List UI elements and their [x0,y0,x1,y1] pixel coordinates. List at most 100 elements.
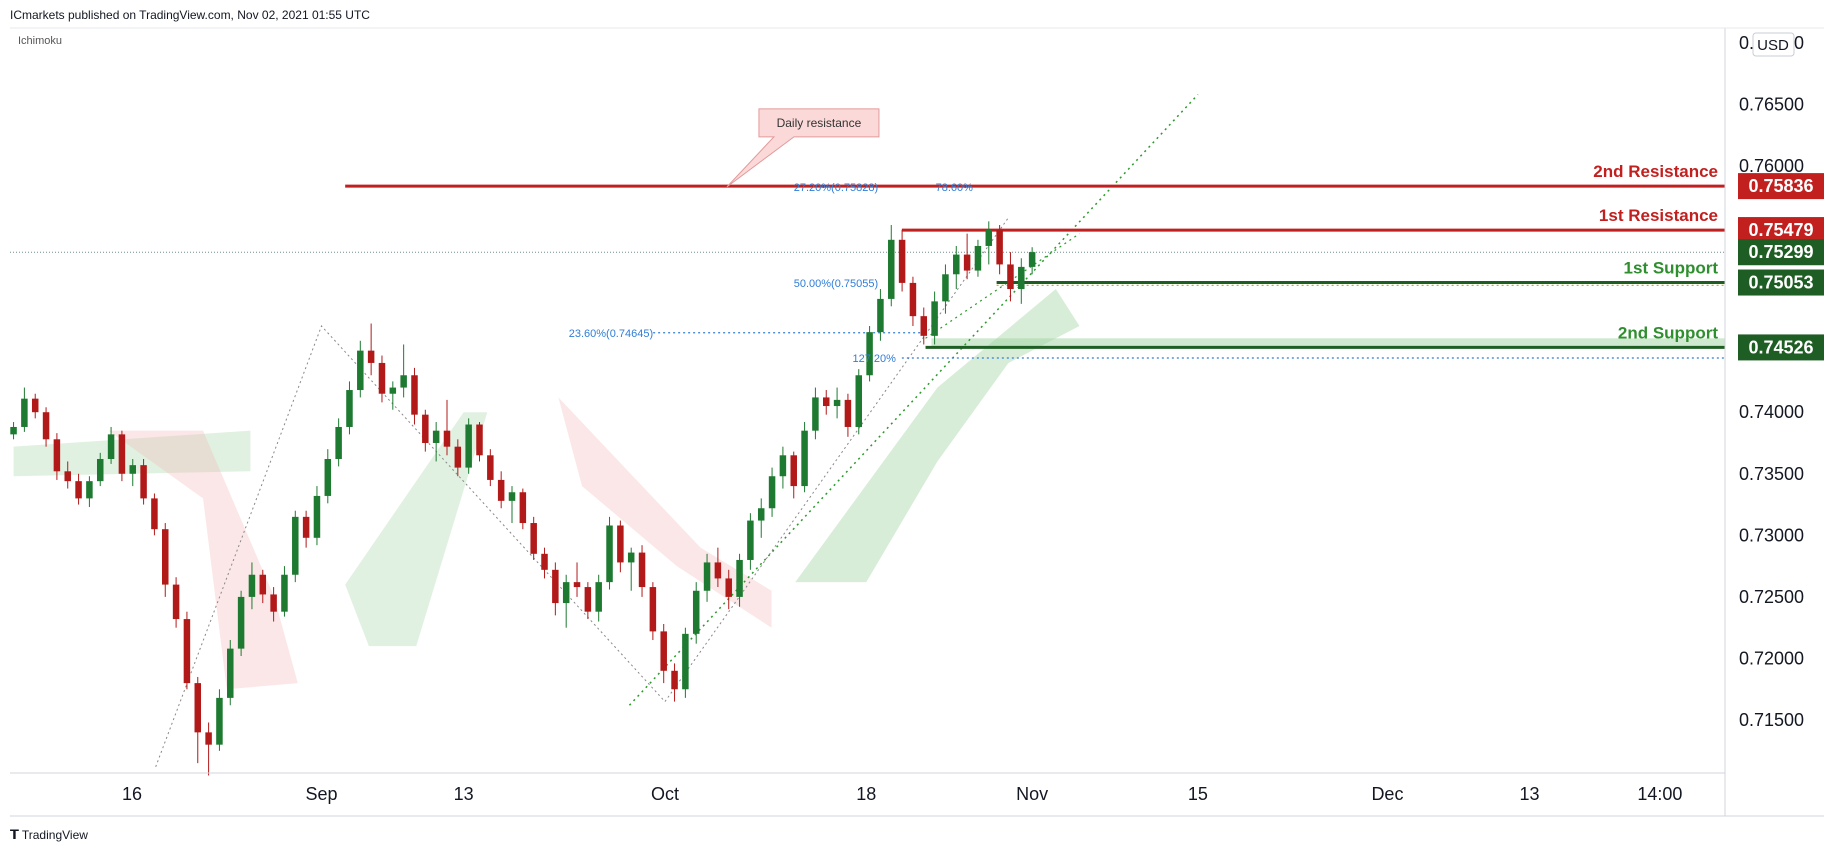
support-zone [931,338,1725,348]
candle-body [10,426,17,435]
candle-body [703,562,711,591]
y-tick-label: 0.73500 [1739,464,1804,484]
candle-body [541,553,548,570]
candle-body [920,316,928,336]
candle-body [357,350,364,391]
candle-body [725,578,732,597]
zigzag-line [155,325,666,768]
candle-body [953,254,960,275]
y-tick-label: 0.76500 [1739,94,1804,114]
candle-body [519,492,527,524]
candle-body [812,397,819,431]
candle-body [118,434,126,474]
candle-body [64,471,71,482]
y-tick-label: 0.76000 [1739,156,1804,176]
y-tick-label: 0.72500 [1739,587,1804,607]
fibonacci-labels: 27.20%(0.75828) 78.60% 50.00%(0.75055) 23.6… [569,108,973,365]
x-tick-label: Dec [1371,784,1403,804]
candle-body [985,229,993,246]
candle-body [183,619,191,684]
level-name: 1st Resistance [1599,206,1718,225]
candle-body [877,298,884,333]
level-name: 2nd Support [1618,323,1718,342]
candle-body [638,552,646,588]
candle-body [1007,264,1014,290]
candle-body [801,430,808,487]
candles [10,221,1036,776]
candle-body [53,439,61,472]
candle-body [822,397,830,407]
candle-body [270,594,277,612]
candle-body [996,229,1003,265]
price-tag-text: 0.75479 [1748,220,1813,240]
tradingview-logo-icon: 𝗧 [10,827,19,842]
candle-body [595,582,602,612]
footer-brand[interactable]: 𝗧 TradingView [10,827,88,843]
candle-body [324,458,332,496]
candle-body [313,495,321,538]
candle-body [400,375,407,388]
candle-body [216,697,223,745]
candle-body [714,562,722,579]
x-tick-label: 15 [1188,784,1208,804]
candle-body [75,481,82,499]
current-price-tag [1738,239,1824,266]
candle-body [96,458,104,482]
uptrend-line [925,233,1080,339]
candle-body [779,455,787,477]
candle-body [692,590,700,634]
candle-body [833,399,841,407]
candle-body [855,375,863,427]
price-tag-text: 0.75053 [1748,273,1813,293]
x-tick-label: 14:00 [1637,784,1682,804]
candle-body [432,430,440,443]
candle-body [346,390,353,427]
candle-body [107,434,115,459]
cloud-segment [345,412,488,647]
axes: 0.770000.765000.760000.755000.750000.745… [10,27,1824,817]
y-tick-label: 0.71500 [1739,710,1804,730]
candle-body [172,584,180,620]
candle-body [747,520,754,560]
candle-body [627,552,635,563]
candle-body [302,516,310,538]
candle-body [660,631,667,671]
x-tick-label: Oct [651,784,679,804]
candle-body [942,274,949,302]
price-tag [1738,334,1824,361]
candle-body [140,465,147,499]
annotation-callout [726,108,880,188]
currency-label: USD [1757,37,1789,54]
candle-body [292,516,299,575]
uptrend-line [628,93,1199,706]
y-tick-label: 0.73000 [1739,525,1804,545]
candle-body [909,282,917,317]
candle-body [194,683,202,733]
x-tick-label: Nov [1016,784,1048,804]
candle-body [454,446,462,468]
x-tick-label: 16 [122,784,142,804]
sr-levels [345,184,1725,349]
candle-body [617,525,624,563]
x-tick-label: Sep [305,784,337,804]
fib-label: 50.00%(0.75055) [794,278,878,290]
publisher-line: ICmarkets published on TradingView.com, … [10,8,370,22]
candle-body [866,332,873,376]
price-tag-text: 0.74526 [1748,337,1813,357]
support-zone-fill [931,338,1725,348]
candle-body [367,350,375,363]
y-tick-label: 0.74000 [1739,402,1804,422]
level-name: 1st Support [1624,259,1719,278]
candle-body [790,455,797,487]
candle-body [465,424,472,468]
candle-body [86,481,93,499]
candle-body [552,569,559,604]
x-tick-label: 13 [454,784,474,804]
candle-body [422,414,429,443]
candle-body [497,479,505,501]
candle-body [205,732,212,745]
currency-badge[interactable]: USD [1752,32,1795,57]
candle-body [931,301,938,336]
fib-label: 23.60%(0.74645) [569,328,653,340]
